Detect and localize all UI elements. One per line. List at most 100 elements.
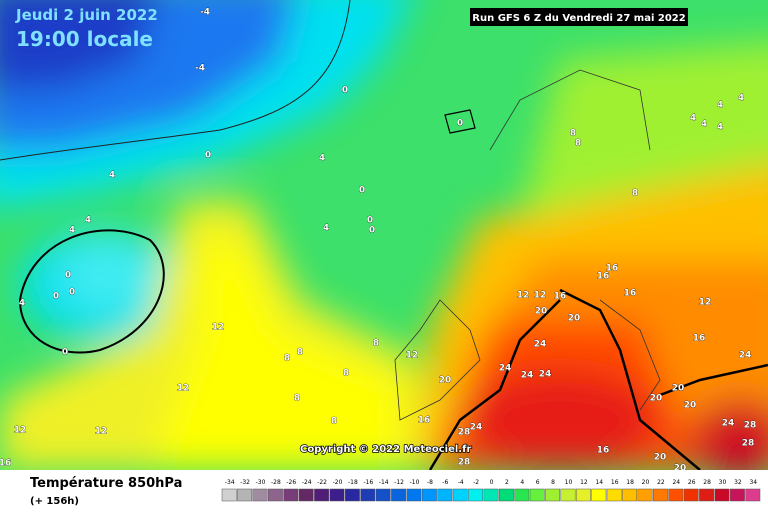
scale-label: -20 xyxy=(333,479,343,486)
contour-label: 12 xyxy=(14,426,27,436)
contour-label: 4 xyxy=(690,114,696,124)
contour-label: 24 xyxy=(739,351,752,361)
scale-label: 26 xyxy=(688,479,696,486)
contour-label: 4 xyxy=(717,101,723,111)
scale-swatch xyxy=(683,488,699,502)
scale-swatch xyxy=(437,488,453,502)
scale-label: -16 xyxy=(363,479,373,486)
contour-label: 4 xyxy=(109,171,115,181)
run-box xyxy=(470,8,688,26)
contour-label: 28 xyxy=(458,458,471,468)
scale-label: 18 xyxy=(626,479,634,486)
contour-label: 4 xyxy=(69,226,75,236)
contour-label: 24 xyxy=(539,370,552,380)
scale-label: 12 xyxy=(580,479,588,486)
contour-label: 28 xyxy=(744,421,757,431)
scale-label: -12 xyxy=(394,479,404,486)
contour-label: 20 xyxy=(568,314,581,324)
contour-label: 24 xyxy=(722,419,735,429)
run-info: Run GFS 6 Z du Vendredi 27 mai 2022 xyxy=(472,13,685,24)
scale-label: 30 xyxy=(719,479,727,486)
contour-label: 8 xyxy=(284,354,290,364)
contour-label: 0 xyxy=(65,271,71,281)
color-scale: -34 -32 -30 -28 -26 -24 -22 -20 -18 -16 -14 -12 -10-… xyxy=(221,479,761,502)
contour-label: 8 xyxy=(575,139,581,149)
contour-label: 28 xyxy=(742,439,755,449)
contour-label: 12 xyxy=(406,351,419,361)
scale-swatch xyxy=(606,488,622,502)
contour-label: 8 xyxy=(570,129,576,139)
scale-label: 8 xyxy=(551,479,555,486)
contour-label: 4 xyxy=(717,123,723,133)
scale-label: -6 xyxy=(442,479,448,486)
scale-label: -10 xyxy=(410,479,420,486)
contour-label: 20 xyxy=(684,401,697,411)
scale-label: 20 xyxy=(642,479,650,486)
scale-swatch xyxy=(483,488,499,502)
contour-label: 0 xyxy=(359,186,365,196)
copyright: Copyright © 2022 Meteociel.fr xyxy=(300,444,471,455)
contour-label: 4 xyxy=(738,94,744,104)
contour-label: 0 xyxy=(205,151,211,161)
scale-label: -24 xyxy=(302,479,312,486)
scale-swatch xyxy=(237,488,253,502)
forecast-time: 19:00 locale xyxy=(16,27,153,51)
contour-label: 28 xyxy=(458,428,471,438)
scale-swatch xyxy=(452,488,468,502)
scale-swatch xyxy=(668,488,684,502)
scale-swatch xyxy=(221,488,237,502)
contour-label: 24 xyxy=(534,340,547,350)
scale-swatch xyxy=(468,488,484,502)
contour-label: 4 xyxy=(323,224,329,234)
contour-label: 8 xyxy=(294,394,300,404)
footer-title: Température 850hPa xyxy=(30,476,182,491)
scale-swatch xyxy=(498,488,514,502)
scale-swatch xyxy=(652,488,668,502)
temperature-field xyxy=(0,0,768,480)
contour-label: 4 xyxy=(19,299,25,309)
contour-label: 16 xyxy=(597,446,610,456)
footer-lead: (+ 156h) xyxy=(30,496,79,507)
contour-label: 0 xyxy=(457,119,463,129)
contour-label: 12 xyxy=(699,298,712,308)
scale-label: 14 xyxy=(595,479,603,486)
contour-label: 20 xyxy=(654,453,667,463)
scale-label: -2 xyxy=(473,479,479,486)
contour-label: 8 xyxy=(343,369,349,379)
scale-swatch xyxy=(421,488,437,502)
scale-label: 22 xyxy=(657,479,665,486)
scale-swatch xyxy=(252,488,268,502)
contour-label: 12 xyxy=(534,291,547,301)
contour-label: 4 xyxy=(85,216,91,226)
scale-label: -4 xyxy=(458,479,464,486)
scale-label: 34 xyxy=(749,479,757,486)
contour-label: 8 xyxy=(331,417,337,427)
scale-swatch xyxy=(591,488,607,502)
contour-label: 4 xyxy=(319,154,325,164)
contour-label: 12 xyxy=(517,291,530,301)
scale-label: -8 xyxy=(427,479,433,486)
contour-label: 16 xyxy=(624,289,637,299)
scale-swatch xyxy=(298,488,314,502)
contour-label: 12 xyxy=(177,384,190,394)
contour-label: 0 xyxy=(342,86,348,96)
scale-swatch xyxy=(267,488,283,502)
contour-label: 20 xyxy=(674,464,687,474)
scale-swatch xyxy=(729,488,745,502)
scale-swatch xyxy=(699,488,715,502)
contour-label: -4 xyxy=(200,8,210,18)
contour-label: 8 xyxy=(373,339,379,349)
contour-label: 24 xyxy=(470,423,483,433)
scale-swatch xyxy=(545,488,561,502)
contour-label: 12 xyxy=(212,323,225,333)
scale-label: 6 xyxy=(536,479,540,486)
scale-label: -32 xyxy=(240,479,250,486)
forecast-date: Jeudi 2 juin 2022 xyxy=(15,6,158,24)
contour-label: 8 xyxy=(297,348,303,358)
contour-label: 24 xyxy=(521,371,534,381)
scale-label: -26 xyxy=(286,479,296,486)
scale-label: 32 xyxy=(734,479,742,486)
scale-label: 28 xyxy=(703,479,711,486)
contour-label: 20 xyxy=(672,384,685,394)
scale-label: -34 xyxy=(225,479,235,486)
